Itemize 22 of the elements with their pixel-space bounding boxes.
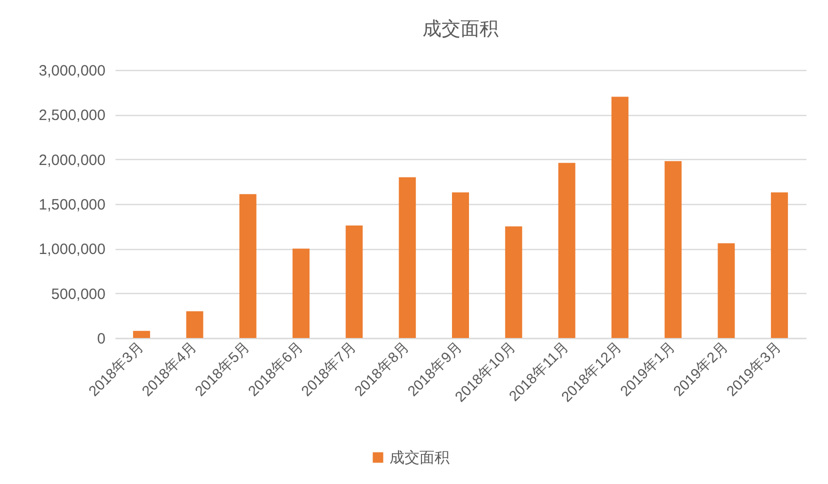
- y-tick-label: 3,000,000: [38, 62, 106, 80]
- bar: [346, 225, 363, 338]
- y-tick-label: 2,500,000: [38, 107, 106, 124]
- bar: [239, 194, 256, 338]
- bar: [452, 192, 470, 338]
- bar: [186, 311, 204, 338]
- bar: [770, 192, 788, 338]
- bar: [505, 226, 522, 338]
- y-tick-label: 1,000,000: [38, 241, 106, 258]
- legend-label: 成交面积: [390, 450, 450, 466]
- y-tick-label: 500,000: [51, 286, 106, 303]
- chart-title: 成交面积: [422, 18, 498, 40]
- bar: [664, 161, 682, 338]
- bar: [133, 330, 150, 338]
- y-tick-label: 0: [97, 330, 106, 348]
- y-tick-label: 1,500,000: [38, 196, 106, 214]
- y-tick-label: 2,000,000: [38, 152, 106, 169]
- bar: [718, 243, 735, 338]
- bar: [292, 248, 310, 338]
- bar: [398, 177, 416, 338]
- bar: [611, 96, 628, 338]
- bar: [558, 162, 576, 338]
